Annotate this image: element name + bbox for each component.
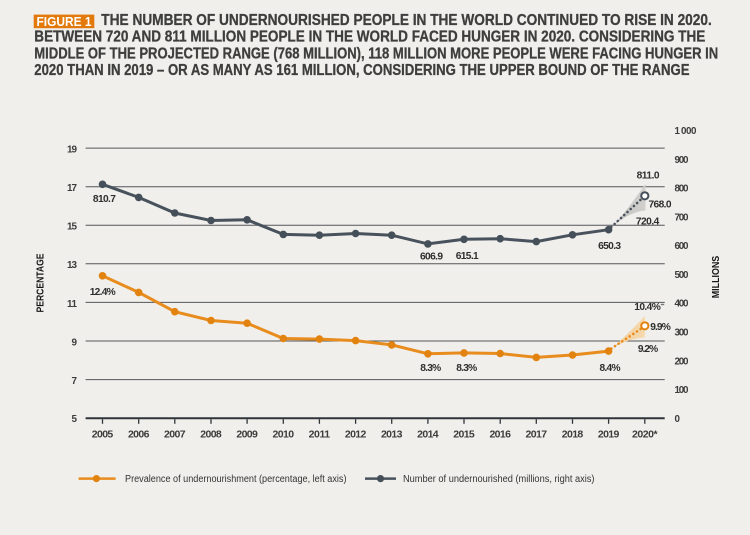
svg-text:MILLIONS: MILLIONS	[711, 256, 722, 299]
svg-text:8.3%: 8.3%	[456, 363, 477, 374]
svg-text:2013: 2013	[381, 429, 403, 441]
svg-text:2005: 2005	[92, 429, 114, 441]
svg-text:300: 300	[675, 328, 690, 339]
svg-text:PERCENTAGE: PERCENTAGE	[36, 253, 47, 312]
svg-text:615.1: 615.1	[456, 251, 479, 262]
svg-text:2014: 2014	[417, 429, 439, 441]
svg-text:2015: 2015	[453, 429, 475, 441]
svg-text:5: 5	[72, 414, 78, 425]
svg-text:2018: 2018	[562, 429, 584, 441]
svg-text:2008: 2008	[200, 429, 222, 441]
svg-text:768.0: 768.0	[649, 199, 672, 210]
svg-text:Prevalence of undernourishment: Prevalence of undernourishment (percenta…	[125, 474, 347, 485]
svg-text:200: 200	[675, 356, 690, 367]
svg-text:800: 800	[675, 184, 690, 195]
svg-text:1 000: 1 000	[675, 126, 698, 137]
svg-text:11: 11	[67, 299, 78, 310]
svg-text:810.7: 810.7	[93, 194, 116, 205]
svg-text:12.4%: 12.4%	[90, 287, 116, 298]
svg-text:2010: 2010	[273, 429, 295, 441]
svg-text:100: 100	[675, 385, 690, 396]
svg-text:720.4: 720.4	[636, 217, 660, 228]
svg-text:650.3: 650.3	[598, 241, 621, 252]
svg-text:2012: 2012	[345, 429, 367, 441]
svg-text:MIDDLE OF THE PROJECTED RANGE: MIDDLE OF THE PROJECTED RANGE (768 MILLI…	[34, 45, 718, 62]
svg-text:Number of undernourished (mill: Number of undernourished (millions, righ…	[403, 474, 595, 485]
svg-text:FIGURE 1: FIGURE 1	[37, 14, 92, 29]
svg-text:10.4%: 10.4%	[634, 302, 661, 313]
svg-text:0: 0	[675, 414, 681, 425]
svg-text:17: 17	[67, 183, 78, 194]
svg-text:8.3%: 8.3%	[420, 363, 441, 374]
svg-text:2007: 2007	[164, 429, 186, 441]
svg-text:500: 500	[675, 270, 690, 281]
svg-text:9.9%: 9.9%	[650, 322, 671, 333]
svg-text:7: 7	[72, 376, 78, 387]
svg-text:900: 900	[675, 155, 690, 166]
svg-text:8.4%: 8.4%	[600, 363, 621, 374]
svg-text:2006: 2006	[128, 429, 150, 441]
svg-text:811.0: 811.0	[637, 171, 660, 182]
svg-text:2019: 2019	[598, 429, 620, 441]
svg-text:2016: 2016	[489, 429, 511, 441]
svg-text:19: 19	[67, 145, 78, 156]
svg-text:2020*: 2020*	[632, 429, 658, 441]
svg-text:THE NUMBER OF UNDERNOURISHED P: THE NUMBER OF UNDERNOURISHED PEOPLE IN T…	[101, 12, 712, 29]
svg-text:606.9: 606.9	[420, 251, 443, 262]
svg-text:9.2%: 9.2%	[638, 344, 658, 355]
svg-text:2020 THAN IN 2019 – OR AS MANY: 2020 THAN IN 2019 – OR AS MANY AS 161 MI…	[34, 62, 689, 79]
svg-text:700: 700	[675, 212, 690, 223]
svg-text:9: 9	[72, 337, 78, 348]
svg-text:400: 400	[675, 299, 690, 310]
svg-text:BETWEEN 720 AND 811 MILLION PE: BETWEEN 720 AND 811 MILLION PEOPLE IN TH…	[34, 29, 705, 46]
svg-text:2017: 2017	[526, 429, 548, 441]
svg-text:2009: 2009	[236, 429, 258, 441]
svg-text:15: 15	[67, 222, 78, 233]
svg-text:2011: 2011	[309, 429, 331, 441]
svg-text:13: 13	[67, 260, 78, 271]
svg-text:600: 600	[675, 241, 690, 252]
